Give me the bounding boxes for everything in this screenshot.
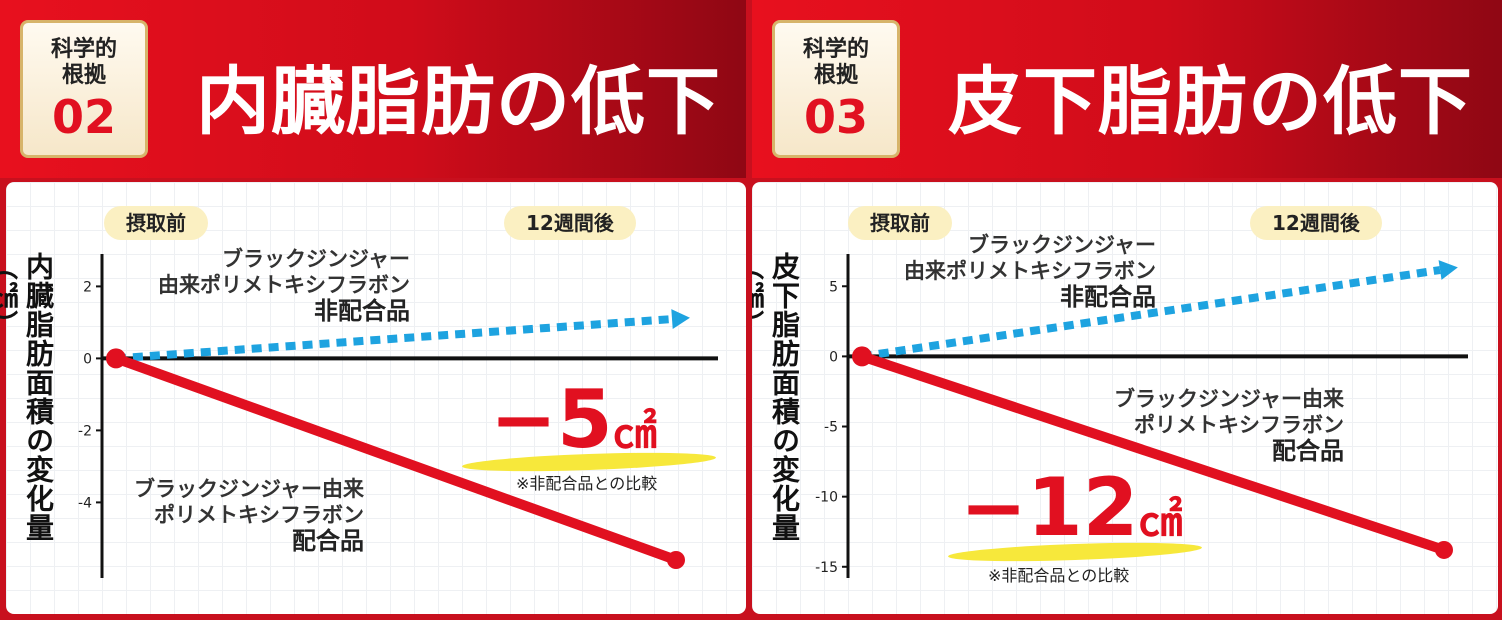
panel-title: 内臓脂肪の低下	[196, 59, 721, 145]
control-series-arrowhead	[1438, 260, 1458, 280]
control-series-line	[861, 266, 1441, 361]
x-label-end: 12週間後	[504, 206, 636, 240]
y-tick-label: 5	[829, 279, 838, 295]
y-axis-title: 内臓脂肪面積の変化量（㎠）	[0, 252, 55, 542]
panel-subcutaneous-fat: 科学的 根拠 03 皮下脂肪の低下 5 0 -5 -10 -15 皮下脂肪面積の変化量（…	[752, 0, 1502, 620]
control-series-line	[115, 315, 673, 363]
badge-number: 03	[803, 90, 868, 144]
chart-area: 5 0 -5 -10 -15 皮下脂肪面積の変化量（㎠） 摂取前 12週間後 ブラックジ…	[752, 182, 1498, 614]
panel-visceral-fat: 科学的 根拠 02 内臓脂肪の低下 2 0 -2 -4 内臓脂肪面積の変化量（㎠） 摂…	[0, 0, 746, 620]
evidence-badge: 科学的 根拠 03	[772, 20, 900, 158]
treatment-end-point	[667, 551, 685, 569]
y-axis-title: 皮下脂肪面積の変化量（㎠）	[752, 252, 801, 542]
y-tick-label: 0	[83, 351, 92, 367]
line-chart-visceral: 2 0 -2 -4	[78, 254, 718, 578]
y-tick-label: 2	[83, 279, 92, 295]
start-point	[852, 346, 872, 367]
panel-header: 科学的 根拠 03 皮下脂肪の低下	[752, 0, 1502, 178]
delta-value: −5㎠	[490, 373, 657, 466]
y-tick-label: -4	[78, 495, 92, 511]
treatment-series-label: ブラックジンジャー由来 ポリメトキシフラボン 配合品	[134, 477, 364, 555]
x-label-end: 12週間後	[1250, 206, 1382, 240]
chart-area: 2 0 -2 -4 内臓脂肪面積の変化量（㎠） 摂取前 12週間後 ブラックジンジャー…	[0, 182, 746, 614]
control-series-arrowhead	[671, 309, 690, 330]
panel-header: 科学的 根拠 02 内臓脂肪の低下	[0, 0, 746, 178]
badge-number: 02	[51, 90, 116, 144]
y-tick-label: -10	[815, 490, 838, 506]
badge-category: 科学的 根拠	[50, 37, 117, 88]
delta-value: −12㎠	[960, 461, 1183, 554]
control-series-label: ブラックジンジャー 由来ポリメトキシフラボン 非配合品	[158, 247, 410, 325]
evidence-badge: 科学的 根拠 02	[20, 20, 148, 158]
comparison-note: ※非配合品との比較	[516, 474, 658, 493]
x-label-start: 摂取前	[104, 206, 208, 240]
y-tick-label: -2	[78, 423, 92, 439]
y-tick-label: -15	[815, 560, 838, 576]
treatment-series-label: ブラックジンジャー由来 ポリメトキシフラボン 配合品	[1114, 387, 1344, 465]
x-label-start: 摂取前	[848, 206, 952, 240]
treatment-series-line	[857, 351, 1449, 555]
panel-title: 皮下脂肪の低下	[948, 59, 1473, 145]
control-series-label: ブラックジンジャー 由来ポリメトキシフラボン 非配合品	[904, 233, 1156, 311]
badge-category: 科学的 根拠	[802, 37, 869, 88]
y-tick-label: 0	[829, 349, 838, 365]
start-point	[106, 348, 126, 369]
line-chart-subcutaneous: 5 0 -5 -10 -15	[815, 254, 1468, 578]
treatment-series-line	[111, 353, 681, 565]
y-tick-label: -5	[824, 420, 838, 436]
treatment-end-point	[1435, 540, 1453, 559]
comparison-note: ※非配合品との比較	[988, 566, 1130, 585]
